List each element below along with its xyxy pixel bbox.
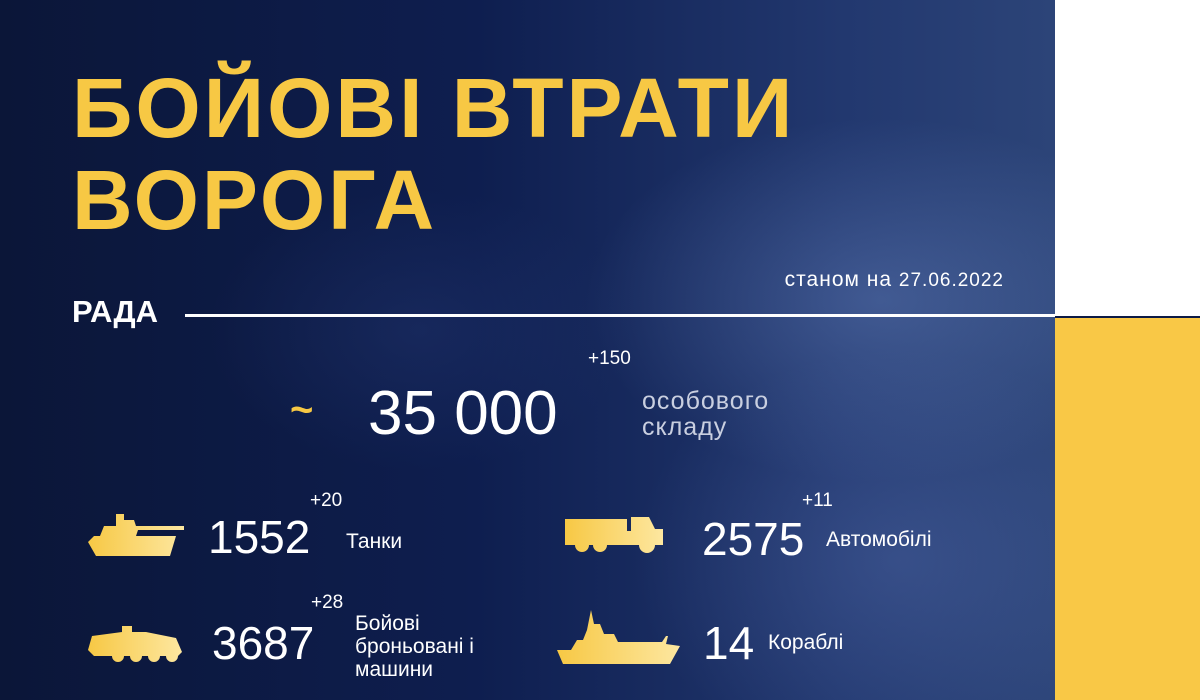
background [0, 0, 1055, 700]
side-panel-yellow [1055, 318, 1200, 700]
date-caption: станом на 27.06.2022 [785, 268, 1004, 292]
title-line-2: ВОРОГА [72, 153, 438, 247]
trucks-delta: +11 [802, 490, 833, 511]
tanks-label: Танки [346, 530, 403, 553]
ship-icon [557, 610, 680, 664]
apc-label-line3: машини [355, 658, 434, 681]
apc-label: Бойові броньовані і машини [355, 612, 474, 681]
trucks-value: 2575 [702, 513, 805, 565]
apc-delta: +28 [311, 592, 344, 613]
tanks-value: 1552 [208, 511, 311, 563]
side-panel-white [1055, 0, 1200, 316]
personnel-label: особового складу [642, 388, 769, 440]
personnel-value: 35 000 [368, 379, 558, 448]
date-value: 27.06.2022 [898, 270, 1004, 291]
tanks-delta: +20 [310, 490, 343, 511]
truck-icon [565, 517, 663, 553]
page-title: БОЙОВІ ВТРАТИ ВОРОГА [72, 62, 795, 246]
tank-icon [88, 514, 184, 556]
approx-sign: ~ [290, 388, 314, 432]
apc-value: 3687 [212, 617, 315, 669]
personnel-label-line1: особового [642, 387, 770, 415]
personnel-delta: +150 [588, 348, 631, 369]
brand-logo: РАДА [72, 294, 158, 329]
title-line-1: БОЙОВІ ВТРАТИ [72, 61, 796, 155]
apc-icon [88, 626, 182, 662]
personnel-label-line2: складу [642, 413, 728, 441]
apc-label-line1: Бойові [355, 612, 420, 635]
date-prefix: станом на [784, 268, 893, 291]
ships-value: 14 [703, 617, 755, 669]
trucks-label: Автомобілі [826, 528, 932, 551]
apc-label-line2: броньовані і [355, 635, 474, 658]
divider [185, 314, 1055, 317]
ships-label: Кораблі [768, 631, 844, 654]
